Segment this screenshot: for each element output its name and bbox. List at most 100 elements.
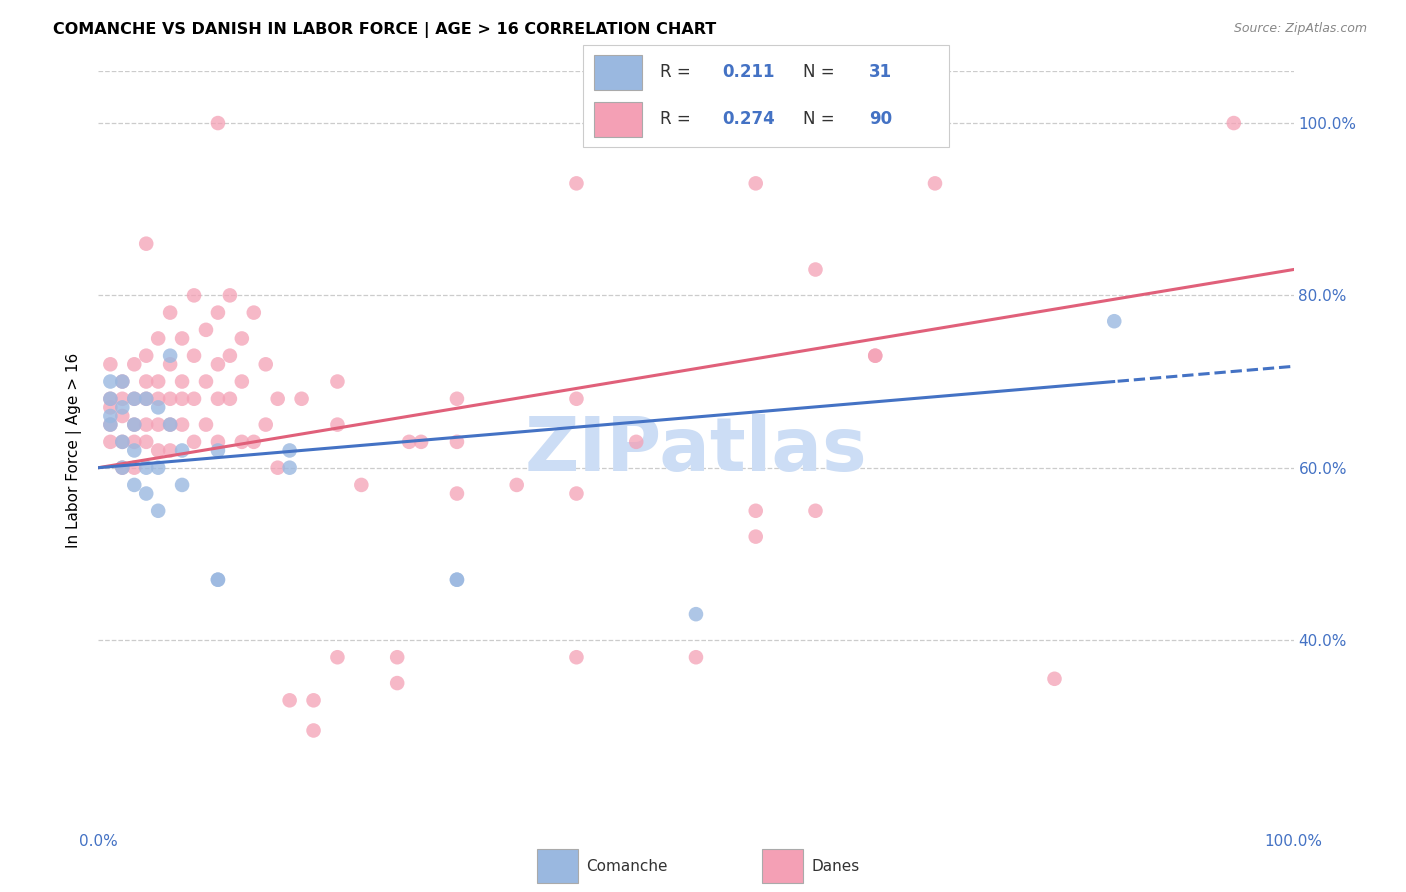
Point [98,392,122,406]
Point [98,401,122,415]
Point [98,409,122,423]
Point [148,401,170,415]
Point [124,460,146,475]
Point [446,573,468,587]
Point [865,349,887,363]
Point [148,504,170,518]
FancyBboxPatch shape [595,55,643,90]
Point [865,349,887,363]
Point [183,288,205,302]
Point [172,331,194,345]
Point [745,530,768,544]
Point [326,375,349,389]
Text: Comanche: Comanche [586,859,668,873]
FancyBboxPatch shape [762,849,803,883]
Point [243,434,266,449]
Point [207,434,229,449]
Point [172,392,194,406]
Point [111,409,134,423]
Point [111,434,134,449]
Point [745,177,768,191]
Point [135,460,157,475]
Point [326,417,349,432]
Point [207,392,229,406]
Point [148,417,170,432]
Point [195,417,218,432]
Text: N =: N = [803,63,839,81]
Text: ZIPatlas: ZIPatlas [524,414,868,487]
Point [183,349,205,363]
Point [183,434,205,449]
Text: Source: ZipAtlas.com: Source: ZipAtlas.com [1233,22,1367,36]
Point [124,417,146,432]
Point [804,504,827,518]
Point [350,478,373,492]
Point [135,434,157,449]
Point [124,357,146,371]
Point [685,607,707,622]
Point [398,434,420,449]
Point [267,392,290,406]
Text: R =: R = [661,63,696,81]
Point [172,417,194,432]
Point [302,693,325,707]
Point [1104,314,1126,328]
Point [243,305,266,319]
Point [231,331,253,345]
Point [446,573,468,587]
Point [124,417,146,432]
Point [254,417,277,432]
Point [385,676,409,690]
Point [565,650,588,665]
Point [172,375,194,389]
Text: COMANCHE VS DANISH IN LABOR FORCE | AGE > 16 CORRELATION CHART: COMANCHE VS DANISH IN LABOR FORCE | AGE … [53,22,717,38]
Point [207,305,229,319]
FancyBboxPatch shape [583,45,949,147]
Point [159,417,181,432]
Point [148,375,170,389]
Point [98,375,122,389]
Point [302,723,325,738]
Point [207,573,229,587]
Point [124,434,146,449]
Point [1043,672,1066,686]
Point [626,434,648,449]
Point [446,486,468,500]
Point [267,460,290,475]
Point [135,375,157,389]
Point [124,392,146,406]
Point [172,443,194,458]
Point [148,392,170,406]
Point [506,478,529,492]
Point [172,478,194,492]
Point [219,288,242,302]
Point [135,392,157,406]
Text: 0.274: 0.274 [723,111,775,128]
Point [98,434,122,449]
FancyBboxPatch shape [595,102,643,137]
Point [159,305,181,319]
Point [411,434,433,449]
Point [111,401,134,415]
Point [135,392,157,406]
Point [148,443,170,458]
Point [924,177,946,191]
Point [135,236,157,251]
Point [159,417,181,432]
Point [111,460,134,475]
Point [446,434,468,449]
Point [135,349,157,363]
Point [207,573,229,587]
Point [565,486,588,500]
Point [219,392,242,406]
Point [745,504,768,518]
FancyBboxPatch shape [537,849,578,883]
Point [159,349,181,363]
Point [159,357,181,371]
Point [278,460,301,475]
Point [1223,116,1246,130]
Point [446,392,468,406]
Y-axis label: In Labor Force | Age > 16: In Labor Force | Age > 16 [66,353,83,548]
Point [195,375,218,389]
Point [385,650,409,665]
